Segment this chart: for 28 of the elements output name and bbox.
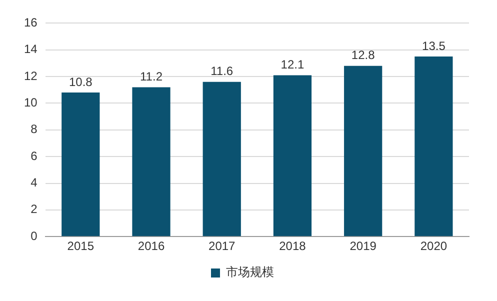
bar <box>132 87 170 236</box>
bar <box>202 82 241 236</box>
bar <box>273 75 312 236</box>
x-tick-label: 2020 <box>420 239 448 254</box>
data-label: 13.5 <box>422 38 446 53</box>
x-tick-label: 2016 <box>138 239 165 254</box>
x-tick-label: 2015 <box>67 239 94 254</box>
y-tick-label: 0 <box>30 228 38 243</box>
data-label: 11.6 <box>210 64 234 78</box>
data-label: 10.8 <box>68 74 93 89</box>
y-tick-label: 2 <box>30 202 38 216</box>
data-label: 12.1 <box>280 58 304 72</box>
y-tick-label: 8 <box>30 122 38 136</box>
x-tick-label: 2019 <box>350 239 377 254</box>
x-tick-label: 2018 <box>279 239 306 254</box>
y-tick-label: 12 <box>24 68 38 83</box>
x-tick-label: 2017 <box>208 239 236 254</box>
bar <box>344 66 382 236</box>
y-tick-label: 4 <box>30 176 38 190</box>
data-label: 12.8 <box>351 48 376 62</box>
bar <box>414 56 453 236</box>
y-tick-label: 16 <box>24 16 38 30</box>
legend-label: 市场规模 <box>226 265 274 280</box>
y-tick-label: 6 <box>30 148 38 163</box>
data-label: 11.2 <box>140 70 163 84</box>
y-tick-label: 10 <box>24 96 38 110</box>
bar <box>62 92 100 236</box>
y-tick-label: 14 <box>24 42 38 56</box>
